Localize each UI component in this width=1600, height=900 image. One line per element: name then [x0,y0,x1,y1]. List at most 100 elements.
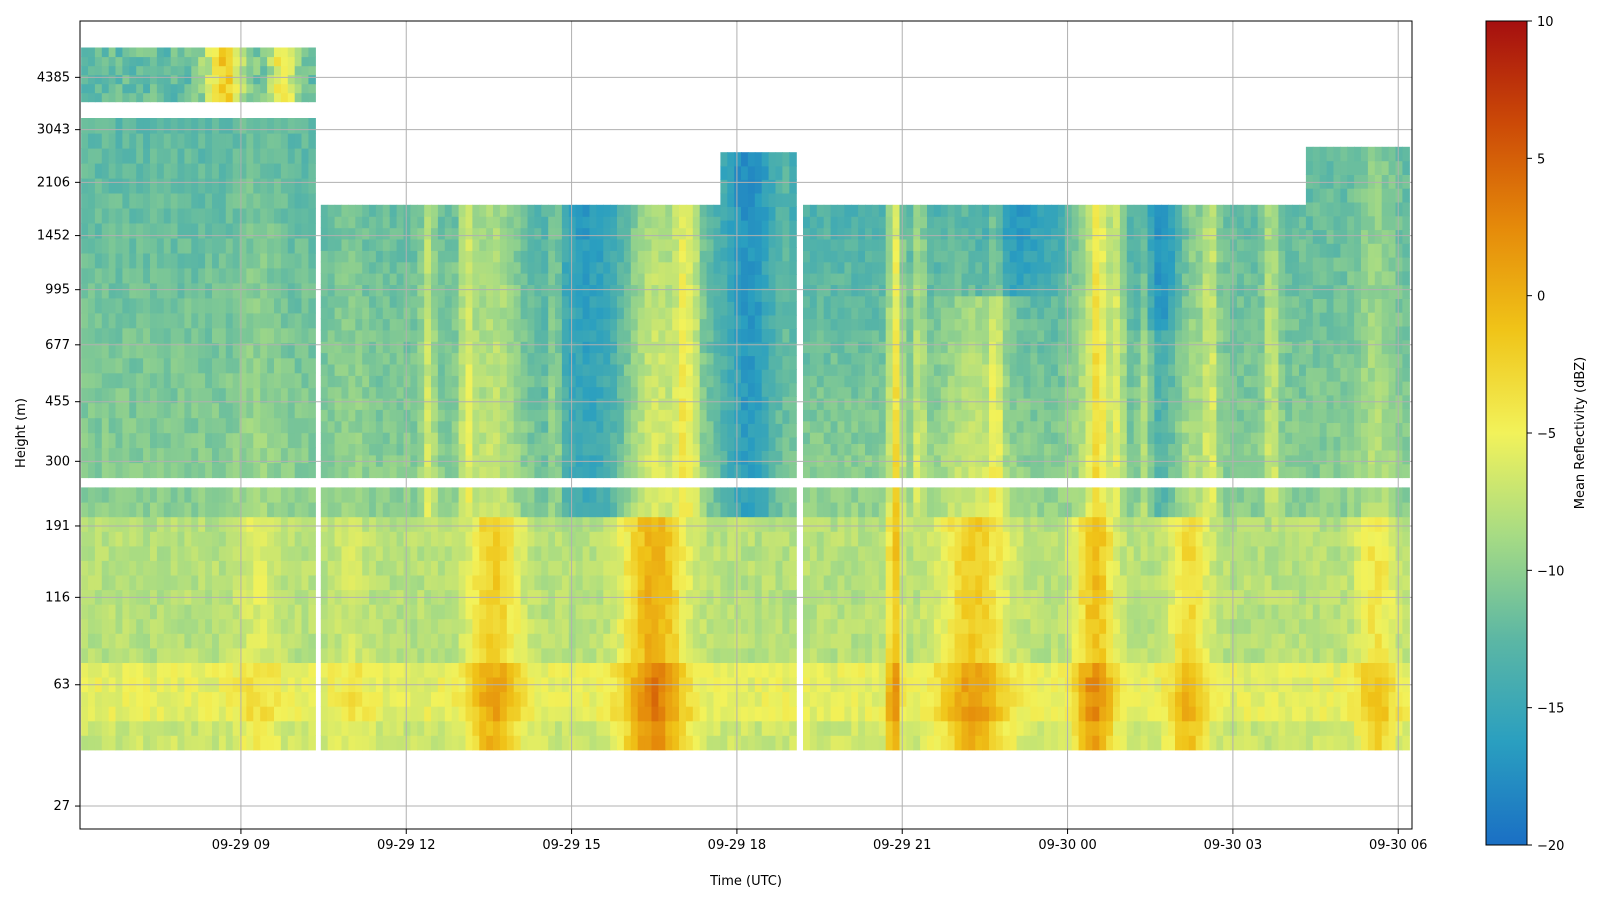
heatmap-cell [143,604,151,620]
heatmap-cell [246,133,254,149]
heatmap-cell [644,341,653,354]
heatmap-cell [198,192,206,209]
heatmap-cell [184,574,192,591]
heatmap-cell [837,250,845,263]
heatmap-cell [327,647,336,663]
heatmap-cell [499,420,508,433]
heatmap-cell [713,273,721,285]
heatmap-cell [555,386,563,399]
heatmap-cell [465,341,473,354]
heatmap-cell [260,118,268,134]
heatmap-cell [596,487,604,503]
heatmap-cell [534,352,542,365]
heatmap-cell [541,516,549,532]
heatmap-cell [396,560,405,576]
heatmap-cell [218,662,227,678]
heatmap-cell [575,329,584,342]
heatmap-cell [561,284,570,297]
heatmap-cell [568,560,577,576]
heatmap-cell [555,204,563,217]
heatmap-cell [417,432,425,444]
heatmap-cell [837,443,845,456]
heatmap-cell [617,545,625,561]
heatmap-cell [830,250,839,263]
heatmap-cell [685,375,694,388]
heatmap-cell [122,720,130,736]
heatmap-cell [320,545,329,561]
heatmap-cell [403,454,411,467]
heatmap-cell [775,463,783,479]
heatmap-cell [444,284,453,297]
heatmap-cell [81,720,89,736]
heatmap-cell [844,662,852,678]
heatmap-cell [81,531,89,547]
heatmap-cell [260,133,268,149]
heatmap-cell [410,604,418,620]
heatmap-cell [692,487,701,503]
heatmap-cell [906,238,914,251]
heatmap-cell [375,502,384,518]
heatmap-cell [713,397,721,410]
heatmap-cell [734,409,742,424]
heatmap-cell [837,516,845,532]
heatmap-cell [630,560,639,576]
heatmap-cell [280,531,289,547]
heatmap-cell [287,163,296,179]
heatmap-cell [355,545,363,561]
heatmap-cell [610,409,618,422]
heatmap-cell [623,420,632,433]
heatmap-cell [699,720,708,736]
heatmap-cell [479,352,487,365]
heatmap-cell [191,545,199,561]
heatmap-cell [493,432,501,444]
heatmap-cell [451,691,460,707]
heatmap-cell [301,417,309,434]
heatmap-cell [136,222,144,239]
heatmap-cell [878,284,887,297]
heatmap-cell [239,387,247,404]
heatmap-cell [630,250,639,263]
heatmap-cell [320,238,329,251]
heatmap-cell [212,735,220,751]
heatmap-cell [355,454,363,467]
heatmap-cell [761,287,770,302]
heatmap-cell [479,466,487,479]
heatmap-cell [122,312,130,329]
heatmap-cell [713,691,721,707]
heatmap-cell [679,261,687,274]
heatmap-cell [308,402,316,419]
heatmap-cell [253,462,261,479]
heatmap-cell [541,633,549,649]
heatmap-cell [369,204,377,217]
heatmap-cell [327,633,336,649]
heatmap-cell [308,133,316,149]
heatmap-cell [830,409,839,422]
heatmap-cell [534,341,542,354]
heatmap-cell [885,227,894,240]
heatmap-cell [389,375,398,388]
heatmap-cell [741,382,749,397]
heatmap-cell [410,454,418,467]
heatmap-cell [679,735,687,751]
heatmap-cell [747,502,756,518]
heatmap-cell [280,516,289,532]
heatmap-cell [184,192,192,209]
heatmap-cell [122,735,130,751]
heatmap-cell [274,662,282,678]
heatmap-cell [699,420,708,433]
heatmap-cell [816,516,825,532]
heatmap-cell [534,386,542,399]
heatmap-cell [348,386,356,399]
heatmap-cell [727,314,735,329]
heatmap-cell [630,227,639,240]
heatmap-cell [617,720,625,736]
heatmap-cell [410,307,418,320]
heatmap-cell [369,386,377,399]
heatmap-cell [527,691,535,707]
heatmap-cell [308,297,316,314]
heatmap-cell [369,420,377,433]
heatmap-cell [734,662,742,678]
heatmap-cell [685,618,694,634]
heatmap-cell [561,691,570,707]
heatmap-cell [431,204,439,217]
